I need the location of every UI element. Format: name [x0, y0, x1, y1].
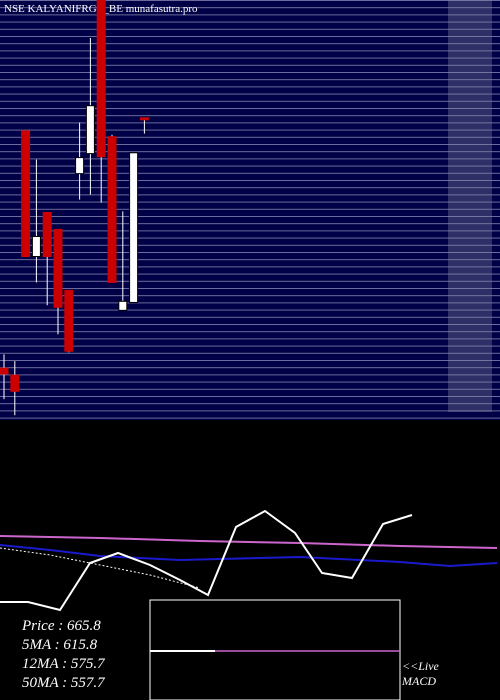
candle-body [21, 130, 31, 258]
candle-body [129, 152, 139, 303]
candle-body [0, 367, 9, 375]
ma-line [0, 544, 498, 568]
candle-body [118, 300, 128, 311]
live-macd-label: MACD [401, 674, 436, 688]
ma-line [0, 547, 201, 589]
indicator-label: 12MA : 575.7 [22, 656, 106, 672]
ma-line [0, 535, 498, 549]
indicator-label: Price : 665.8 [21, 618, 101, 634]
axis-label-strip [448, 0, 492, 412]
candle-body [96, 0, 106, 158]
candle-body [75, 157, 85, 175]
candle-body [107, 136, 117, 283]
indicator-label: 50MA : 557.7 [22, 675, 106, 691]
candle-body [42, 212, 52, 258]
candle-body [64, 289, 74, 352]
indicator-label: 5MA : 615.8 [22, 637, 98, 653]
live-macd-label: <<Live [402, 659, 440, 673]
grid-pattern [0, 0, 500, 420]
candle-body [139, 117, 149, 121]
candle-body [10, 374, 20, 392]
candle-body [53, 228, 63, 308]
ma-line [0, 509, 413, 612]
candle-body [85, 105, 95, 155]
candle-body [31, 235, 41, 258]
